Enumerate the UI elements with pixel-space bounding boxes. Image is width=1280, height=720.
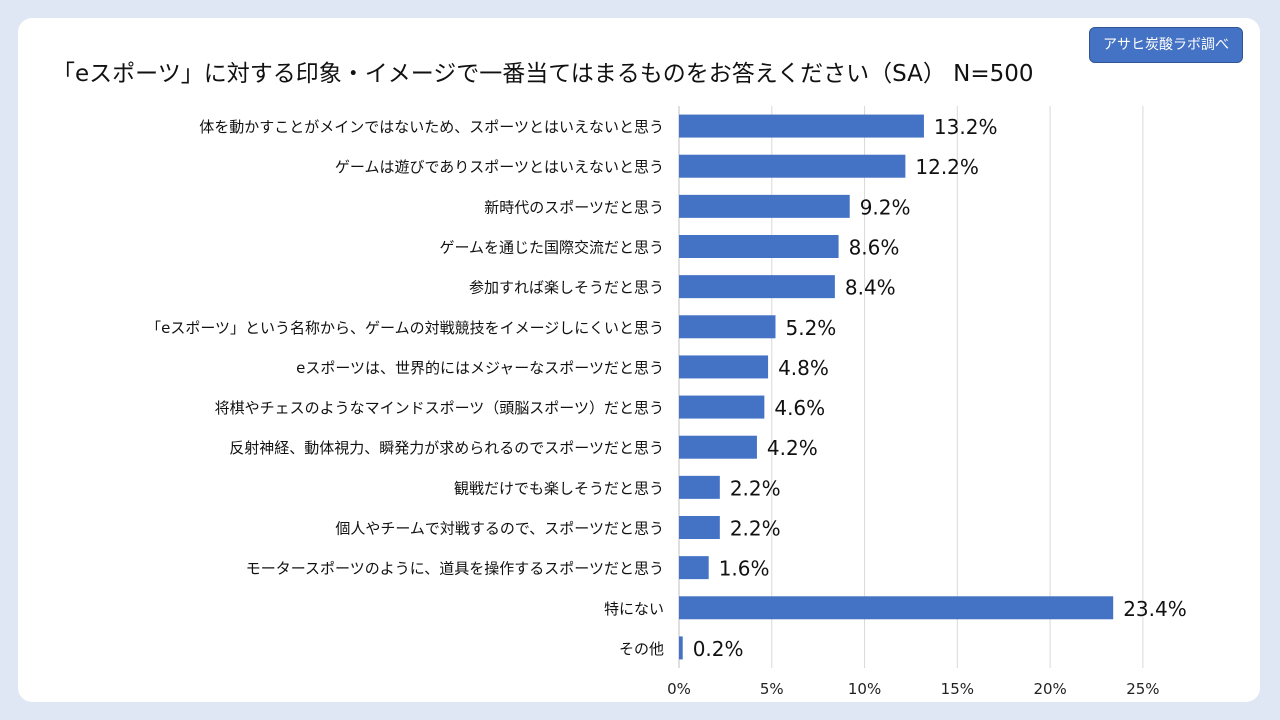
x-tick-label: 5%	[760, 680, 784, 698]
x-tick-label: 25%	[1126, 680, 1159, 698]
value-label: 23.4%	[1123, 597, 1187, 621]
source-badge: アサヒ炭酸ラボ調べ	[1089, 27, 1243, 63]
labels: 0% 5% 10% 15% 20% 25% 13.2% 体を動かすことがメインではないため、ス…	[146, 115, 1187, 698]
category-label: 反射神経、動体視力、瞬発力が求められるのでスポーツだと思う	[229, 439, 664, 457]
bar	[679, 194, 850, 218]
category-label: ゲームを通じた国際交流だと思う	[439, 239, 664, 257]
bar	[679, 275, 835, 299]
bar	[679, 235, 839, 258]
bar	[679, 355, 769, 379]
category-label: eスポーツは、世界的にはメジャーなスポーツだと思う	[296, 359, 664, 377]
x-tick-label: 15%	[941, 680, 974, 698]
value-label: 2.2%	[730, 517, 781, 541]
value-label: 1.6%	[719, 557, 770, 581]
value-label: 8.6%	[849, 236, 900, 260]
value-label: 4.2%	[767, 436, 818, 460]
value-label: 5.2%	[785, 316, 836, 340]
gridlines	[678, 106, 1144, 668]
bar	[679, 315, 776, 339]
bar	[679, 114, 924, 138]
value-label: 0.2%	[693, 637, 744, 661]
category-label: 観戦だけでも楽しそうだと思う	[454, 479, 664, 497]
category-label: ゲームは遊びでありスポーツとはいえないと思う	[335, 158, 664, 176]
category-label: 個人やチームで対戦するので、スポーツだと思う	[335, 520, 664, 538]
value-label: 13.2%	[934, 115, 998, 139]
value-label: 2.2%	[730, 476, 781, 500]
value-label: 4.8%	[778, 356, 829, 380]
bar	[679, 395, 765, 419]
category-label: モータースポーツのように、道具を操作するスポーツだと思う	[246, 560, 664, 578]
category-label: 「eスポーツ」という名称から、ゲームの対戦競技をイメージしにくいと思う	[146, 319, 664, 337]
bar	[679, 516, 720, 539]
category-label: 特にない	[604, 600, 664, 618]
category-label: 将棋やチェスのようなマインドスポーツ（頭脳スポーツ）だと思う	[215, 399, 664, 417]
chart-card	[18, 18, 1260, 702]
bar	[679, 154, 906, 178]
bar	[679, 596, 1114, 620]
value-label: 4.6%	[774, 396, 825, 420]
bar	[679, 556, 709, 580]
bars	[679, 114, 1114, 660]
x-tick-label: 0%	[667, 680, 691, 698]
category-label: 体を動かすことがメインではないため、スポーツとはいえないと思う	[199, 118, 664, 136]
category-label: 参加すれば楽しそうだと思う	[469, 279, 664, 297]
value-label: 12.2%	[915, 155, 979, 179]
category-label: 新時代のスポーツだと思う	[484, 198, 664, 216]
x-tick-label: 10%	[848, 680, 881, 698]
category-label: その他	[619, 640, 664, 658]
bar	[679, 435, 757, 459]
bar	[679, 475, 720, 499]
value-label: 9.2%	[860, 195, 911, 219]
bar	[679, 636, 683, 660]
value-label: 8.4%	[845, 276, 896, 300]
x-tick-label: 20%	[1033, 680, 1066, 698]
chart-title: 「eスポーツ」に対する印象・イメージで一番当てはまるものをお答えください（SA）…	[52, 61, 1034, 87]
